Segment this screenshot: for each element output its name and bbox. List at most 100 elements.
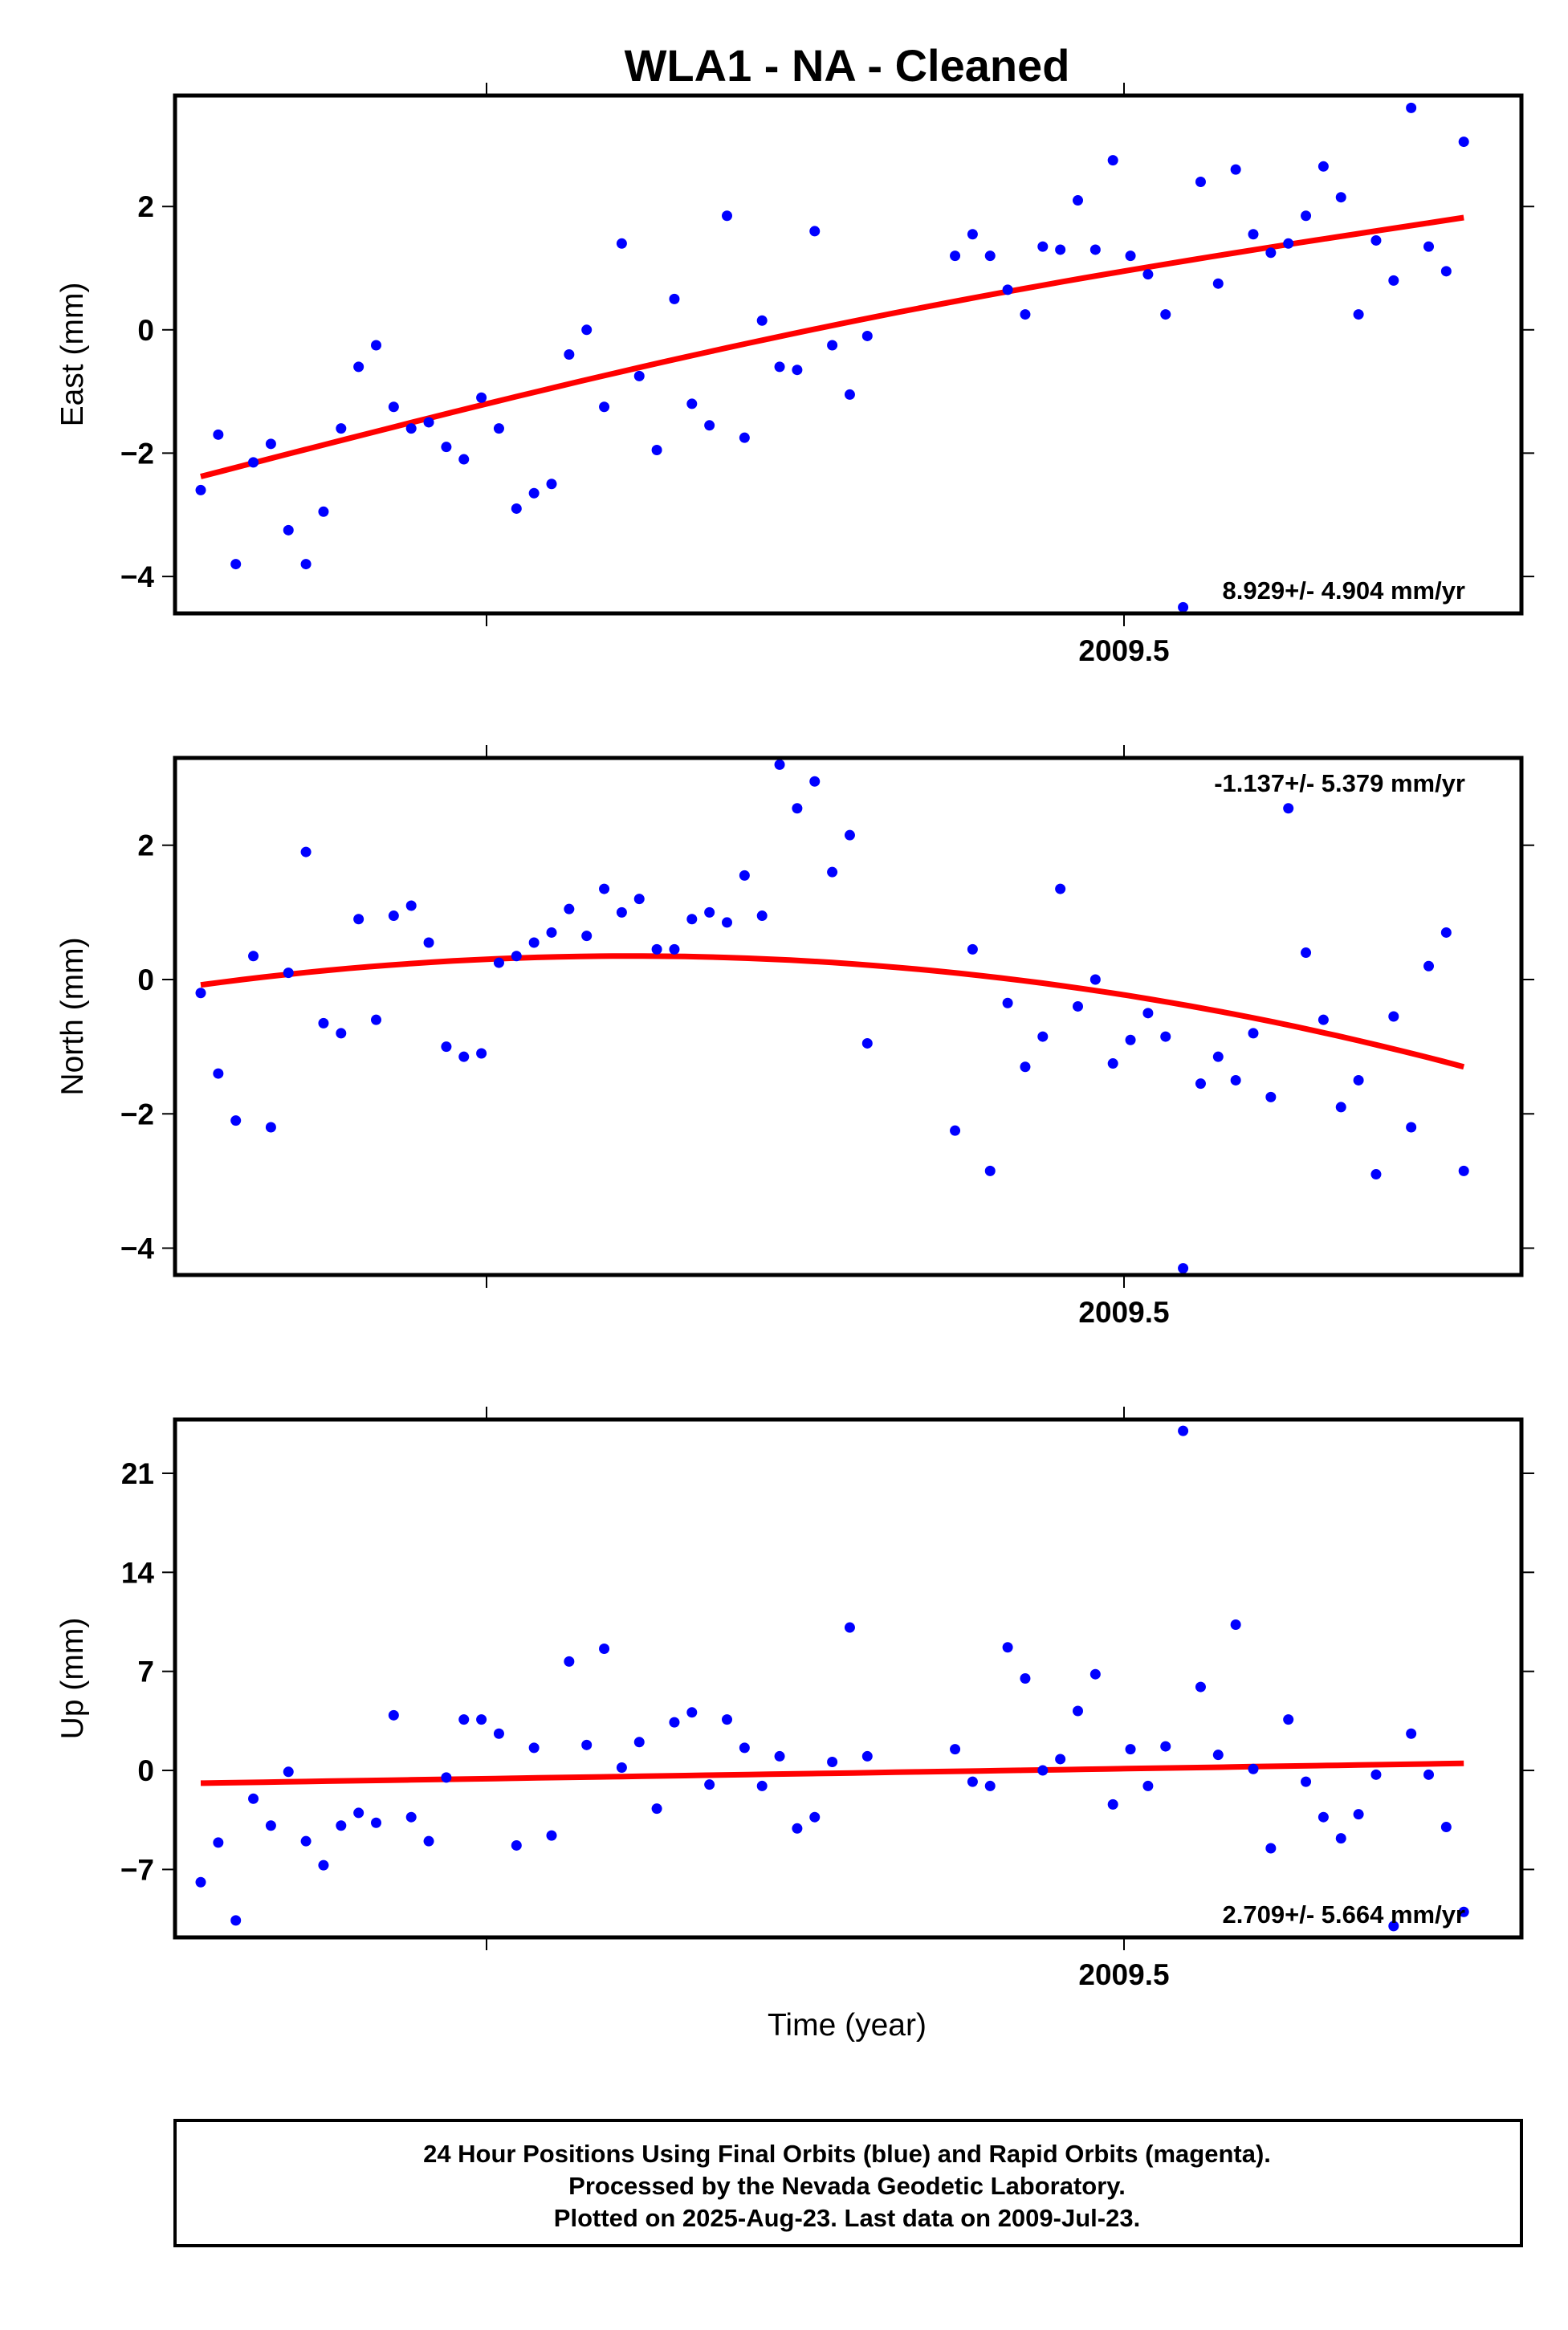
east-data-point [195,484,206,495]
up-data-point [371,1817,381,1828]
east-data-point [248,457,259,468]
up-data-point [1142,1780,1154,1791]
up-data-point [669,1717,680,1728]
east-data-point [792,365,803,376]
east-data-point [283,524,294,536]
north-data-point [1142,1008,1154,1019]
up-data-point [1353,1809,1364,1820]
up-ylabel: Up (mm) [55,1618,90,1740]
north-data-point [1335,1102,1346,1113]
footer-box [173,2119,1523,2247]
up-data-point [1423,1769,1434,1780]
up-ytick-label: −7 [120,1853,154,1886]
north-data-point [809,776,821,787]
east-xtick-label: 2009.5 [1078,634,1169,667]
north-data-point [1265,1091,1277,1102]
east-data-point [739,432,750,443]
up-data-point [1195,1681,1206,1693]
up-data-point [493,1728,504,1739]
up-data-point [1230,1619,1241,1631]
north-data-point [546,927,557,938]
up-data-point [1178,1425,1189,1436]
north-data-point [967,943,978,955]
up-ytick-label: 21 [121,1457,154,1490]
east-data-point [423,417,434,428]
north-fit-line [200,953,1465,1070]
east-data-point [458,454,470,465]
up-data-point [651,1803,662,1815]
up-data-point [1301,1776,1312,1787]
up-rate-label: 2.709+/- 5.664 mm/yr [1223,1900,1465,1929]
east-data-point [476,392,487,403]
east-data-point [1195,177,1206,187]
east-data-point [265,438,276,450]
east-data-point [564,349,575,360]
east-data-point [950,251,961,262]
east-fit-line [200,214,1464,479]
north-data-point [756,910,768,922]
north-data-point [686,914,698,925]
footer-line-2: Processed by the Nevada Geodetic Laborat… [568,2172,1126,2200]
east-data-point [1301,210,1312,222]
north-ytick-label: 2 [137,829,154,862]
up-data-point [213,1837,224,1848]
up-data-point [511,1839,522,1851]
north-data-point [265,1122,276,1133]
north-data-point [1160,1031,1171,1042]
east-data-point [336,423,347,434]
east-data-point [1406,102,1417,113]
north-data-point [528,937,540,948]
north-data-point [1318,1014,1329,1025]
up-data-point [405,1811,417,1823]
north-data-point [476,1048,487,1059]
up-data-point [195,1876,206,1888]
north-data-point [1195,1078,1206,1090]
up-data-point [476,1714,487,1725]
east-data-point [861,330,873,341]
east-data-point [1002,284,1013,295]
up-data-point [1265,1843,1277,1854]
north-data-point [722,917,732,928]
up-data-point [230,1915,242,1926]
east-data-point [528,487,540,499]
north-xtick-label: 2009.5 [1078,1296,1169,1329]
east-data-point [651,445,662,456]
north-data-point [388,910,399,922]
up-data-point [809,1811,821,1823]
north-data-point [1055,883,1066,894]
east-plot-frame [173,93,1524,616]
north-data-point [1283,803,1294,814]
north-data-point [423,937,434,948]
up-data-point [984,1780,996,1791]
north-data-point [774,759,785,770]
north-plot-frame [173,756,1524,1277]
north-panel: −4 −2 0 2 2009.5 North (mm) -1.137+/- 5.379 mm… [55,745,1534,1329]
east-data-point [511,503,522,514]
east-data-point [844,389,855,400]
north-ylabel: North (mm) [55,937,90,1095]
up-data-point [756,1780,768,1791]
up-data-point [581,1739,593,1750]
up-data-point [1248,1763,1259,1774]
north-ytick-label: 0 [137,963,154,996]
east-data-point [1212,278,1224,289]
east-data-point [405,423,417,434]
up-ytick-label: 14 [121,1556,155,1589]
north-data-point [318,1017,329,1029]
east-data-point [809,226,821,237]
north-data-point [1002,997,1013,1008]
east-data-point [546,479,557,490]
north-ytick-label: −2 [120,1098,154,1130]
north-data-point [1178,1263,1189,1274]
up-data-point [283,1766,294,1778]
east-data-point [493,423,504,434]
up-data-point [722,1714,732,1725]
up-plot-frame [173,1417,1524,1940]
up-data-point [844,1622,855,1633]
north-data-point [564,903,575,914]
north-data-point [1125,1034,1136,1045]
up-data-point [318,1860,329,1871]
up-data-point [950,1744,961,1755]
east-data-point [616,238,627,249]
east-data-point [300,559,312,570]
